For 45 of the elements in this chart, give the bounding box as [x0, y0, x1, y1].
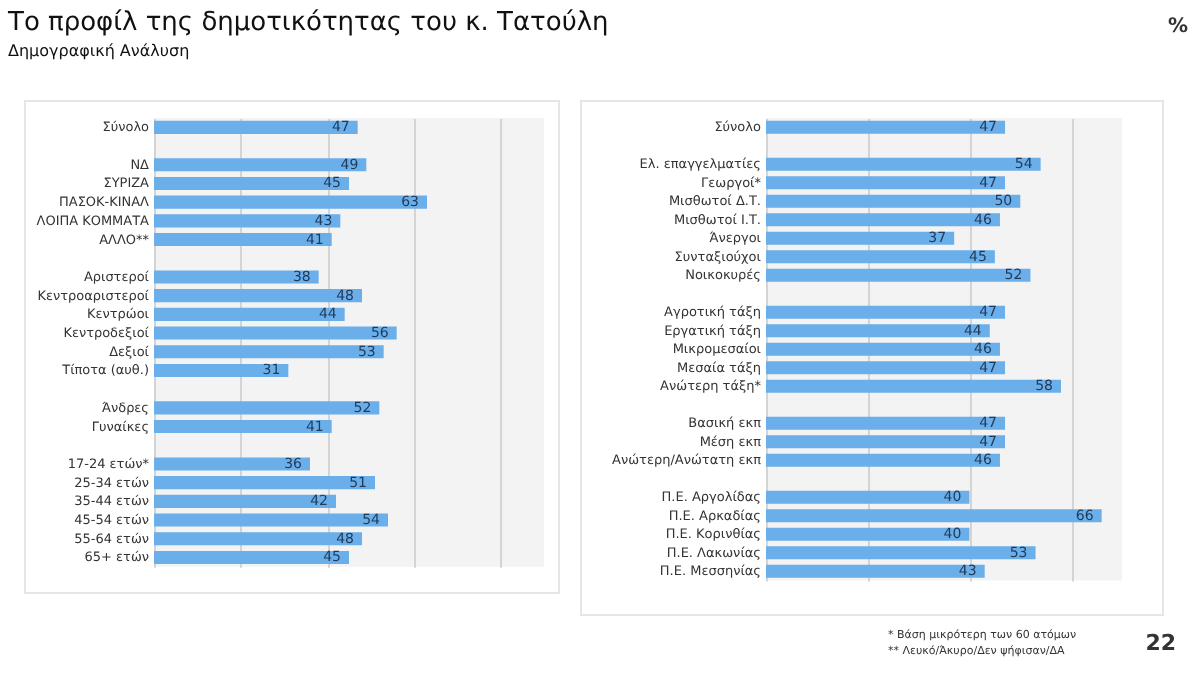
- bar: [154, 289, 362, 303]
- bar: [154, 120, 358, 134]
- bar: [766, 176, 1006, 190]
- bar: [766, 435, 1006, 449]
- bar: [766, 564, 985, 578]
- bar: [766, 250, 995, 264]
- text: %: [1167, 16, 1188, 38]
- text: 22: [1145, 630, 1176, 656]
- bar: [154, 476, 375, 490]
- bar: [766, 379, 1061, 393]
- bar: [154, 513, 388, 527]
- bar: [766, 194, 1021, 208]
- bar: [154, 457, 310, 471]
- chart-title: Το προφίλ της δημοτικότητας του κ. Τατούλη: [8, 8, 609, 38]
- bar: [766, 268, 1031, 282]
- bar: [766, 453, 1000, 467]
- bar: [766, 120, 1006, 134]
- bar: [766, 231, 955, 245]
- bar: [154, 363, 289, 377]
- bar: [766, 416, 1006, 430]
- bar: [766, 342, 1000, 356]
- bar: [154, 419, 332, 434]
- bar: [154, 233, 332, 247]
- bar: [154, 158, 367, 172]
- bar: [154, 550, 349, 564]
- bar: [766, 213, 1000, 227]
- bar: [766, 490, 970, 504]
- bar: [766, 509, 1102, 523]
- bar: [154, 326, 397, 340]
- bar: [766, 546, 1036, 560]
- bar: [154, 270, 319, 284]
- chart-subtitle: Δημογραφική Ανάλυση: [8, 42, 190, 60]
- bar: [154, 345, 384, 359]
- bar: [154, 532, 362, 546]
- bar: [154, 494, 336, 508]
- bar: [154, 176, 349, 190]
- bar: [154, 214, 341, 228]
- bar: [766, 157, 1041, 171]
- bar: [766, 361, 1006, 375]
- bar: [766, 527, 970, 541]
- bar: [766, 324, 990, 338]
- bar: [154, 195, 427, 209]
- bar: [154, 307, 345, 321]
- bar: [766, 305, 1006, 319]
- bar: [154, 401, 380, 415]
